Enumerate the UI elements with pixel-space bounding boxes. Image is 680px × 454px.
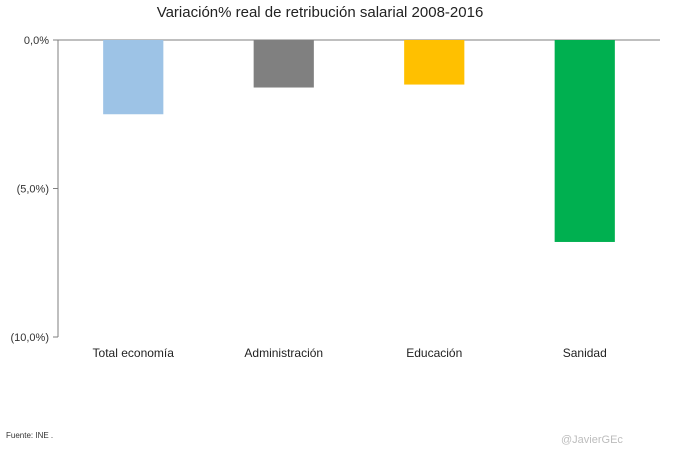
x-tick-label: Educación: [406, 346, 462, 360]
bar-educación: [404, 40, 465, 85]
bar-total-economía: [103, 40, 164, 115]
bars: [103, 40, 615, 242]
y-tick-label: (5,0%): [17, 184, 49, 196]
chart-title: Variación% real de retribución salarial …: [156, 4, 484, 21]
watermark: @JavierGEc: [561, 434, 623, 446]
source-note: Fuente: INE .: [6, 431, 54, 440]
bar-administración: [253, 40, 314, 88]
x-tick-labels: Total economía Administración Educación San…: [93, 346, 607, 360]
x-tick-label: Sanidad: [563, 346, 607, 360]
bar-sanidad: [554, 40, 615, 242]
y-tick-label: 0,0%: [24, 35, 49, 47]
x-tick-label: Total economía: [93, 346, 175, 360]
y-axis: 0,0% (5,0%) (10,0%): [10, 35, 59, 344]
y-tick-label: (10,0%): [10, 332, 49, 344]
x-tick-label: Administración: [244, 346, 323, 360]
